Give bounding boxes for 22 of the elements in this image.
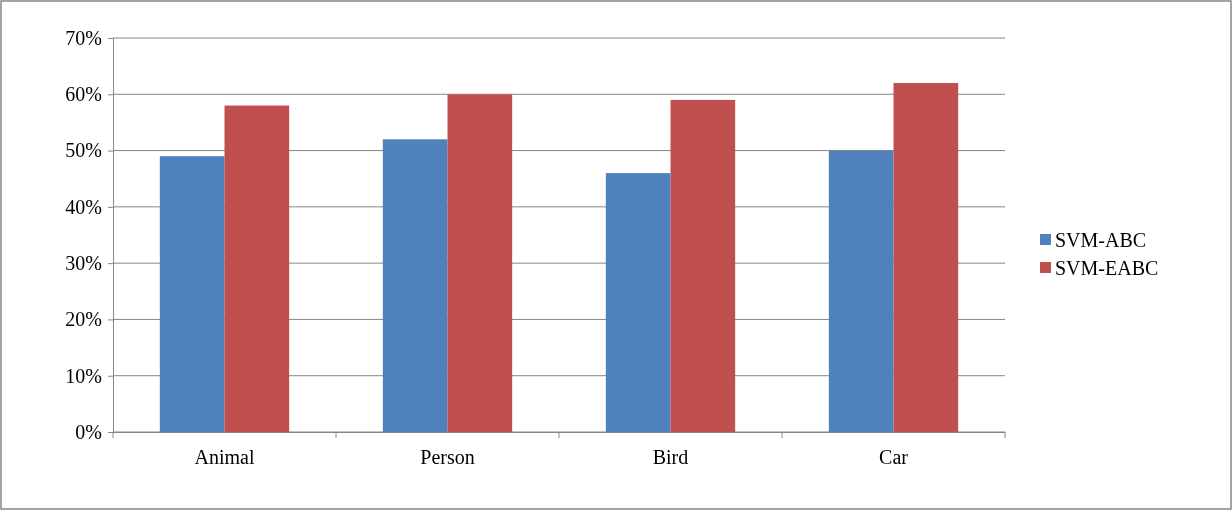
legend-label: SVM-EABC — [1055, 257, 1159, 279]
y-tick-label: 30% — [65, 252, 102, 275]
y-tick-label: 60% — [65, 83, 102, 106]
bar — [670, 99, 736, 432]
bar — [159, 156, 225, 432]
y-tick-label: 10% — [65, 364, 102, 387]
bar — [447, 94, 513, 432]
y-tick-label: 70% — [65, 26, 102, 49]
y-tick-label: 20% — [65, 308, 102, 331]
bar — [828, 150, 894, 432]
bar — [605, 173, 671, 432]
bar — [893, 83, 959, 432]
x-tick-label: Car — [879, 446, 909, 469]
bar — [224, 105, 290, 432]
legend-label: SVM-ABC — [1055, 229, 1147, 251]
x-tick-label: Bird — [652, 446, 689, 469]
x-tick-label: Person — [420, 446, 475, 469]
bar — [382, 139, 448, 432]
y-tick-label: 50% — [65, 139, 102, 162]
x-tick-label: Animal — [194, 446, 255, 469]
y-tick-label: 0% — [75, 420, 102, 443]
y-tick-label: 40% — [65, 195, 102, 218]
